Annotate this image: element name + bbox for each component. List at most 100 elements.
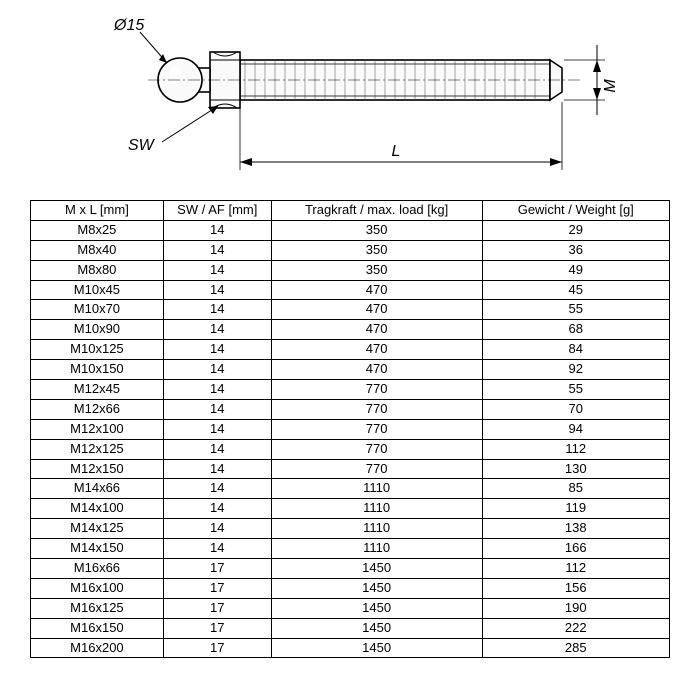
table-row: M10x701447055 — [31, 300, 670, 320]
table-cell: 14 — [163, 220, 271, 240]
table-cell: 350 — [271, 240, 482, 260]
table-cell: 14 — [163, 539, 271, 559]
table-cell: M10x150 — [31, 360, 164, 380]
table-cell: 14 — [163, 499, 271, 519]
table-cell: M16x66 — [31, 559, 164, 579]
table-cell: M12x100 — [31, 419, 164, 439]
table-cell: 17 — [163, 618, 271, 638]
table-cell: 1110 — [271, 539, 482, 559]
table-cell: 92 — [482, 360, 670, 380]
table-cell: 55 — [482, 300, 670, 320]
table-cell: 70 — [482, 399, 670, 419]
table-row: M8x801435049 — [31, 260, 670, 280]
table-cell: 17 — [163, 559, 271, 579]
table-cell: M14x66 — [31, 479, 164, 499]
table-cell: 17 — [163, 578, 271, 598]
table-cell: 17 — [163, 598, 271, 618]
table-cell: 112 — [482, 559, 670, 579]
table-cell: 350 — [271, 220, 482, 240]
table-cell: M10x70 — [31, 300, 164, 320]
table-cell: 285 — [482, 638, 670, 658]
table-row: M14x150141110166 — [31, 539, 670, 559]
table-header-row: M x L [mm] SW / AF [mm] Tragkraft / max.… — [31, 201, 670, 221]
table-cell: M10x125 — [31, 340, 164, 360]
col-sw: SW / AF [mm] — [163, 201, 271, 221]
table-cell: M14x125 — [31, 519, 164, 539]
table-row: M16x125171450190 — [31, 598, 670, 618]
table-cell: 156 — [482, 578, 670, 598]
table-cell: 190 — [482, 598, 670, 618]
table-cell: 770 — [271, 419, 482, 439]
table-row: M12x661477070 — [31, 399, 670, 419]
table-cell: 14 — [163, 439, 271, 459]
table-cell: M10x90 — [31, 320, 164, 340]
table-cell: M16x200 — [31, 638, 164, 658]
table-cell: 770 — [271, 380, 482, 400]
col-mxl: M x L [mm] — [31, 201, 164, 221]
table-cell: M16x125 — [31, 598, 164, 618]
table-cell: 14 — [163, 280, 271, 300]
ball-diameter-label: Ø15 — [113, 17, 144, 34]
table-cell: 14 — [163, 340, 271, 360]
table-cell: 85 — [482, 479, 670, 499]
table-cell: M12x150 — [31, 459, 164, 479]
table-cell: 1450 — [271, 578, 482, 598]
table-row: M16x100171450156 — [31, 578, 670, 598]
col-weight: Gewicht / Weight [g] — [482, 201, 670, 221]
table-cell: 1450 — [271, 559, 482, 579]
table-cell: 1450 — [271, 638, 482, 658]
table-row: M12x1001477094 — [31, 419, 670, 439]
table-cell: M14x150 — [31, 539, 164, 559]
table-cell: 1450 — [271, 598, 482, 618]
table-cell: 1110 — [271, 519, 482, 539]
table-cell: 1110 — [271, 499, 482, 519]
table-cell: 14 — [163, 240, 271, 260]
table-row: M14x100141110119 — [31, 499, 670, 519]
table-row: M8x401435036 — [31, 240, 670, 260]
table-cell: 68 — [482, 320, 670, 340]
table-cell: 29 — [482, 220, 670, 240]
table-row: M16x66171450112 — [31, 559, 670, 579]
table-cell: 49 — [482, 260, 670, 280]
table-cell: 14 — [163, 300, 271, 320]
table-cell: M12x66 — [31, 399, 164, 419]
table-cell: M10x45 — [31, 280, 164, 300]
table-cell: 17 — [163, 638, 271, 658]
table-cell: 138 — [482, 519, 670, 539]
table-cell: 14 — [163, 360, 271, 380]
table-row: M10x901447068 — [31, 320, 670, 340]
table-cell: 14 — [163, 419, 271, 439]
table-row: M10x451447045 — [31, 280, 670, 300]
technical-drawing: Ø15 SW L M — [70, 10, 630, 190]
table-cell: 470 — [271, 300, 482, 320]
col-load: Tragkraft / max. load [kg] — [271, 201, 482, 221]
table-row: M16x150171450222 — [31, 618, 670, 638]
table-cell: 55 — [482, 380, 670, 400]
table-cell: 350 — [271, 260, 482, 280]
table-row: M12x12514770112 — [31, 439, 670, 459]
table-cell: 770 — [271, 399, 482, 419]
table-cell: 166 — [482, 539, 670, 559]
table-cell: 770 — [271, 459, 482, 479]
table-cell: 94 — [482, 419, 670, 439]
table-cell: 119 — [482, 499, 670, 519]
table-cell: 14 — [163, 260, 271, 280]
table-cell: 1110 — [271, 479, 482, 499]
table-cell: 14 — [163, 459, 271, 479]
table-cell: M12x45 — [31, 380, 164, 400]
wrench-size-label: SW — [128, 137, 156, 154]
table-cell: 112 — [482, 439, 670, 459]
table-cell: 14 — [163, 479, 271, 499]
length-label: L — [392, 143, 401, 160]
table-cell: 470 — [271, 280, 482, 300]
table-cell: 36 — [482, 240, 670, 260]
spec-table: M x L [mm] SW / AF [mm] Tragkraft / max.… — [30, 200, 670, 658]
table-cell: 222 — [482, 618, 670, 638]
table-cell: 470 — [271, 360, 482, 380]
table-cell: 14 — [163, 320, 271, 340]
table-row: M10x1501447092 — [31, 360, 670, 380]
table-row: M8x251435029 — [31, 220, 670, 240]
table-row: M12x451477055 — [31, 380, 670, 400]
table-cell: 470 — [271, 320, 482, 340]
table-cell: 14 — [163, 519, 271, 539]
